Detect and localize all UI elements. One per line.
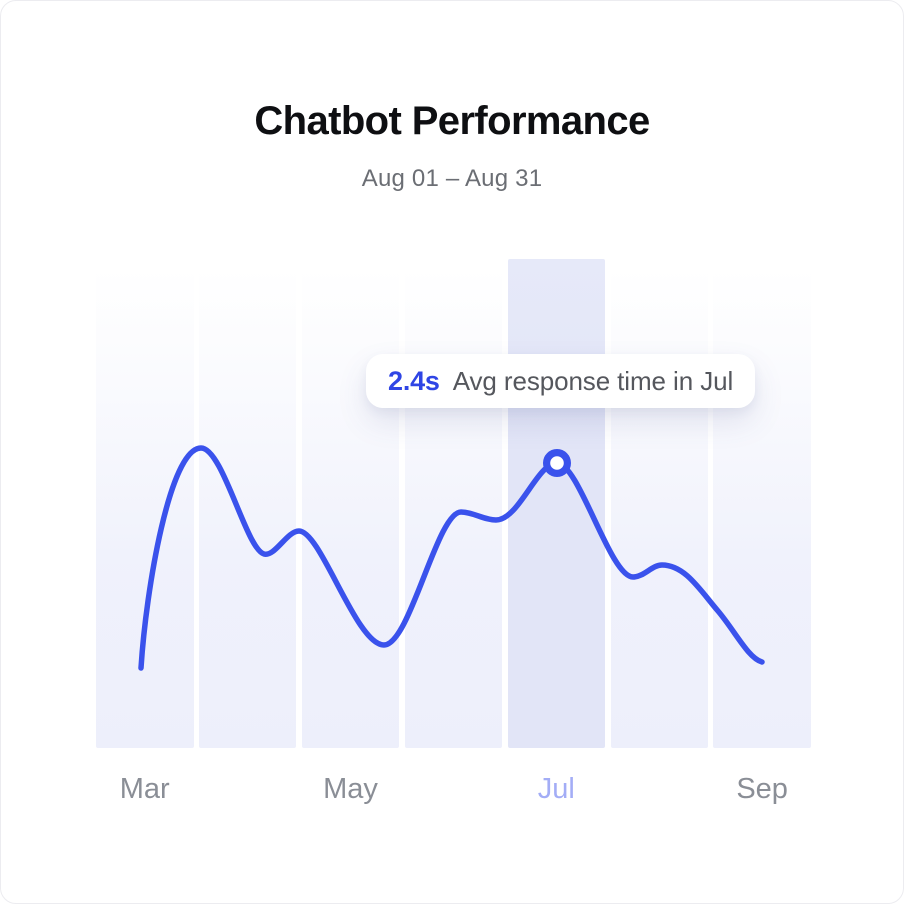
page-title: Chatbot Performance — [254, 99, 650, 143]
tooltip-value: 2.4s — [388, 365, 440, 396]
data-tooltip[interactable]: 2.4s Avg response time in Jul — [366, 354, 756, 408]
response-time-chart — [138, 445, 765, 671]
month-band — [301, 268, 400, 748]
response-time-line — [138, 445, 765, 671]
chart-area — [96, 259, 811, 748]
month-band — [198, 268, 297, 748]
month-bands — [96, 259, 811, 748]
tooltip-label: Avg response time in Jul — [452, 365, 734, 396]
x-axis: Mar May Jul Sep — [96, 773, 811, 813]
jul-peak-marker[interactable] — [543, 449, 572, 478]
x-tick-jul[interactable]: Jul — [537, 773, 575, 805]
month-band — [96, 268, 194, 748]
x-tick-may[interactable]: May — [323, 773, 378, 805]
date-range-subtitle: Aug 01 – Aug 31 — [361, 165, 543, 192]
month-band — [610, 268, 708, 748]
x-tick-mar[interactable]: Mar — [119, 773, 170, 805]
x-tick-sep[interactable]: Sep — [736, 773, 788, 805]
month-band — [404, 268, 503, 748]
month-band — [713, 268, 811, 748]
